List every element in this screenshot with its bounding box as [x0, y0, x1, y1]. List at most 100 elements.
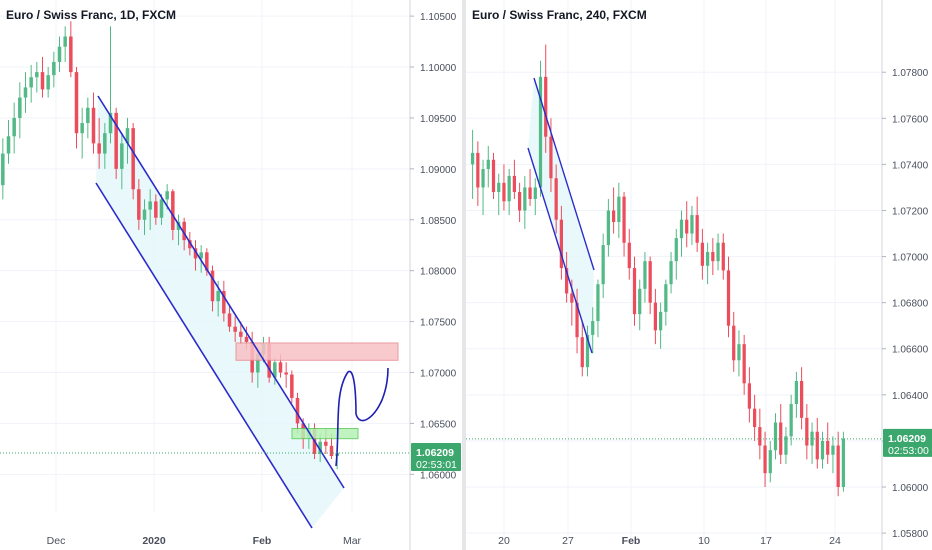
candle-body — [46, 75, 50, 90]
candle-body — [737, 344, 741, 361]
candle-body — [239, 331, 243, 337]
chart-title-4h: Euro / Swiss Franc, 240, FXCM — [472, 8, 647, 22]
candle-body — [533, 187, 537, 199]
candle-body — [831, 445, 835, 455]
candle-body — [732, 325, 736, 361]
candle-body — [507, 175, 511, 202]
candle-body — [278, 362, 283, 373]
last-price-value: 1.06209 — [888, 433, 926, 445]
candle-body — [664, 284, 668, 312]
candle-body — [502, 182, 506, 202]
candle-body — [97, 143, 101, 154]
candle-body — [794, 381, 799, 405]
candle-body — [591, 321, 595, 335]
y-tick-label: 1.06600 — [892, 345, 929, 356]
candle-body — [638, 288, 642, 315]
candle-body — [80, 123, 84, 134]
countdown-timer: 02:53:00 — [888, 445, 929, 457]
candle-body — [182, 221, 186, 241]
candle-body — [606, 210, 611, 246]
panel-divider[interactable] — [462, 0, 466, 550]
candle-body — [131, 128, 135, 190]
y-tick-label: 1.06000 — [420, 470, 457, 481]
candle-body — [658, 311, 663, 331]
candle-body — [6, 136, 11, 154]
last-price-tag — [883, 428, 932, 457]
channel-fill — [96, 96, 344, 528]
candle-body — [528, 187, 532, 199]
candle-body — [747, 383, 752, 409]
candle-body — [820, 440, 825, 460]
candle-body — [205, 252, 209, 271]
candle-body — [622, 196, 626, 243]
daily-chart-canvas[interactable]: 1.10500 1.10000 1.09500 1.09000 1.08500 1.080… — [0, 0, 462, 550]
candle-body — [815, 431, 819, 460]
candle-body — [481, 169, 485, 188]
candle-body — [836, 445, 840, 487]
candle-body — [125, 128, 130, 144]
candle-body — [142, 209, 147, 220]
y-tick-label: 1.06500 — [420, 419, 457, 430]
candle-body — [486, 159, 490, 169]
candle-body — [120, 143, 124, 169]
candle-body — [841, 438, 846, 487]
y-tick-label: 1.07500 — [420, 318, 457, 329]
candle-body — [52, 61, 56, 76]
candle-body — [700, 242, 705, 266]
last-price-tag — [411, 443, 461, 472]
candle-body — [690, 215, 694, 234]
4h-chart-canvas[interactable]: 1.07800 1.07600 1.07400 1.07200 1.07000 1.068… — [466, 0, 932, 550]
candle-body — [773, 422, 778, 451]
candle-body — [40, 72, 45, 90]
candle-body — [74, 72, 79, 134]
candle-body — [103, 133, 107, 154]
candle-body — [324, 441, 328, 446]
y-tick-label: 1.07200 — [892, 206, 929, 217]
candle-body — [29, 77, 33, 88]
x-tick-label: Mar — [343, 535, 362, 547]
y-tick-label: 1.07600 — [892, 114, 929, 125]
y-tick-label: 1.07800 — [892, 68, 929, 79]
candle-body — [826, 440, 830, 455]
candle-body — [643, 261, 647, 289]
candle-body — [273, 362, 277, 378]
candle-body — [575, 302, 579, 338]
candle-body — [716, 242, 720, 262]
candle-body — [267, 343, 271, 378]
candle-body — [617, 196, 621, 222]
candle-body — [789, 404, 793, 437]
candle-body — [564, 268, 569, 294]
candle-body — [810, 431, 814, 446]
x-tick-label: 17 — [760, 535, 772, 547]
candle-body — [544, 76, 548, 137]
x-tick-label: Dec — [47, 535, 66, 547]
candle-body — [114, 112, 118, 169]
candle-body — [611, 210, 616, 222]
candle-body — [290, 374, 294, 398]
chart-title-daily: Euro / Swiss Franc, 1D, FXCM — [6, 8, 177, 22]
candle-body — [216, 291, 220, 302]
candle-body — [726, 270, 731, 326]
candle-body — [784, 436, 788, 455]
y-tick-label: 1.06400 — [892, 391, 929, 402]
x-tick-label: Feb — [253, 535, 272, 547]
candle-body — [1, 153, 5, 186]
candle-body — [805, 417, 809, 446]
candle-body — [742, 344, 746, 384]
candle-body — [176, 221, 181, 230]
chart-panel-daily[interactable]: 1.10500 1.10000 1.09500 1.09000 1.08500 1.080… — [0, 0, 462, 550]
candle-body — [763, 445, 767, 474]
candle-body — [295, 397, 300, 424]
candle-body — [674, 238, 678, 262]
chart-panel-4h[interactable]: 1.07800 1.07600 1.07400 1.07200 1.07000 1.068… — [466, 0, 932, 550]
y-tick-label: 1.05800 — [892, 529, 929, 540]
candle-body — [86, 107, 90, 124]
candle-body — [512, 175, 517, 193]
candle-body — [491, 159, 496, 193]
candle-body — [476, 152, 480, 188]
candle-body — [91, 107, 96, 144]
y-tick-label: 1.06000 — [892, 483, 929, 494]
candle-body — [580, 337, 584, 368]
candle-body — [159, 199, 164, 218]
candle-body — [148, 201, 152, 210]
